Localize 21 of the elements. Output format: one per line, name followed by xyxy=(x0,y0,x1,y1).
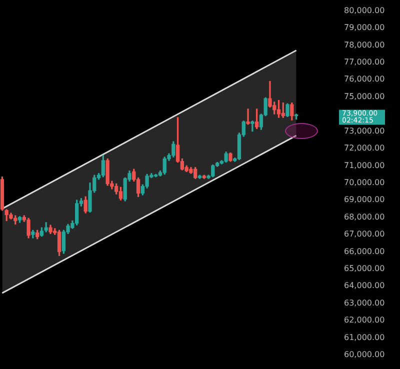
y-tick-label: 62,000.00 xyxy=(344,316,385,325)
y-tick-label: 76,000.00 xyxy=(344,74,385,84)
candlestick xyxy=(246,108,250,125)
y-tick-label: 75,000.00 xyxy=(344,92,385,101)
y-tick-label: 66,000.00 xyxy=(344,246,385,256)
y-tick-label: 61,000.00 xyxy=(344,332,385,342)
y-tick-label: 68,000.00 xyxy=(344,212,385,222)
y-tick-label: 77,000.00 xyxy=(344,58,385,67)
y-tick-label: 79,000.00 xyxy=(344,23,385,32)
y-tick-label: 80,000.00 xyxy=(344,6,385,15)
y-tick-label: 69,000.00 xyxy=(344,195,385,204)
y-tick-label: 73,000.00 xyxy=(344,126,385,136)
y-tick-label: 67,000.00 xyxy=(344,230,385,239)
y-tick-label: 72,000.00 xyxy=(344,144,385,153)
y-tick-label: 78,000.00 xyxy=(344,40,385,50)
y-tick-label: 70,000.00 xyxy=(344,178,385,187)
y-tick-label: 63,000.00 xyxy=(344,298,385,308)
y-tick-label: 60,000.00 xyxy=(344,350,385,360)
y-tick-label: 71,000.00 xyxy=(344,160,385,170)
y-tick-label: 65,000.00 xyxy=(344,264,385,274)
y-tick-label: 64,000.00 xyxy=(344,281,385,290)
